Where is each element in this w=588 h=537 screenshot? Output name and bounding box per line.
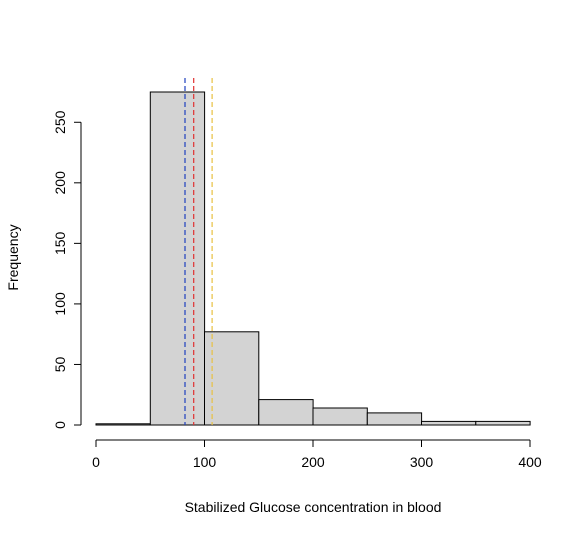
x-tick-label-2: 200 bbox=[301, 454, 325, 470]
x-tick-label-3: 300 bbox=[410, 454, 434, 470]
y-tick-label-0: 0 bbox=[52, 421, 68, 429]
y-tick-label-2: 100 bbox=[52, 292, 68, 316]
histogram-bar-6 bbox=[421, 420, 477, 426]
histogram-bar-5 bbox=[366, 412, 423, 426]
y-tick-label-1: 50 bbox=[52, 356, 68, 372]
histogram-bar-3 bbox=[258, 399, 314, 426]
y-axis: 0 50 100 150 200 250 bbox=[52, 110, 82, 429]
x-axis: 0 100 200 300 400 bbox=[92, 439, 542, 470]
x-tick-label-1: 100 bbox=[193, 454, 217, 470]
histogram-bar-0 bbox=[95, 423, 151, 426]
x-axis-title: Stabilized Glucose concentration in bloo… bbox=[185, 499, 442, 515]
bars-group bbox=[95, 91, 531, 426]
x-tick-label-0: 0 bbox=[92, 454, 100, 470]
y-tick-label-5: 250 bbox=[52, 110, 68, 134]
y-tick-label-4: 200 bbox=[52, 171, 68, 195]
histogram-bar-2 bbox=[204, 331, 260, 426]
x-tick-label-4: 400 bbox=[518, 454, 542, 470]
y-axis-title: Frequency bbox=[5, 224, 21, 290]
histogram-bar-7 bbox=[475, 420, 531, 426]
histogram-bar-4 bbox=[312, 407, 368, 426]
reference-lines-group bbox=[184, 78, 213, 425]
histogram-bar-1 bbox=[149, 91, 206, 426]
y-tick-label-3: 150 bbox=[52, 231, 68, 255]
